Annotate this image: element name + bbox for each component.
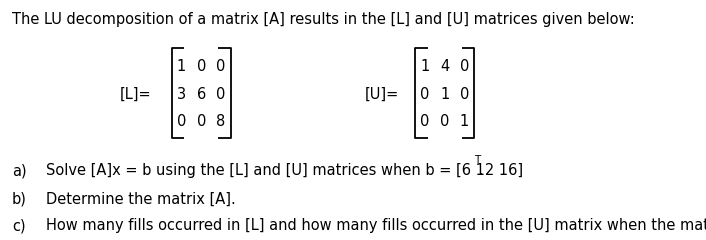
Text: 8: 8 xyxy=(216,114,226,129)
Text: 0: 0 xyxy=(420,114,430,129)
Text: 0: 0 xyxy=(176,114,186,129)
Text: [L]=: [L]= xyxy=(120,87,152,102)
Text: b): b) xyxy=(12,192,27,207)
Text: [U]=: [U]= xyxy=(364,87,399,102)
Text: T: T xyxy=(474,155,480,165)
Text: 0: 0 xyxy=(420,87,430,102)
Text: 1: 1 xyxy=(176,59,186,74)
Text: 1: 1 xyxy=(460,114,469,129)
Text: 4: 4 xyxy=(440,59,450,74)
Text: 0: 0 xyxy=(440,114,450,129)
Text: 1: 1 xyxy=(420,59,430,74)
Text: .: . xyxy=(479,163,484,178)
Text: Determine the matrix [A].: Determine the matrix [A]. xyxy=(46,192,236,207)
Text: 3: 3 xyxy=(177,87,186,102)
Text: 1: 1 xyxy=(440,87,450,102)
Text: 0: 0 xyxy=(196,59,206,74)
Text: c): c) xyxy=(12,218,25,233)
Text: How many fills occurred in [L] and how many fills occurred in the [U] matrix whe: How many fills occurred in [L] and how m… xyxy=(46,218,706,233)
Text: 0: 0 xyxy=(460,87,469,102)
Text: 0: 0 xyxy=(460,59,469,74)
Text: a): a) xyxy=(12,163,27,178)
Text: 6: 6 xyxy=(196,87,206,102)
Text: 0: 0 xyxy=(216,59,226,74)
Text: 0: 0 xyxy=(196,114,206,129)
Text: Solve [A]x = b using the [L] and [U] matrices when b = [6 12 16]: Solve [A]x = b using the [L] and [U] mat… xyxy=(46,163,523,178)
Text: 0: 0 xyxy=(216,87,226,102)
Text: The LU decomposition of a matrix [A] results in the [L] and [U] matrices given b: The LU decomposition of a matrix [A] res… xyxy=(12,12,635,27)
